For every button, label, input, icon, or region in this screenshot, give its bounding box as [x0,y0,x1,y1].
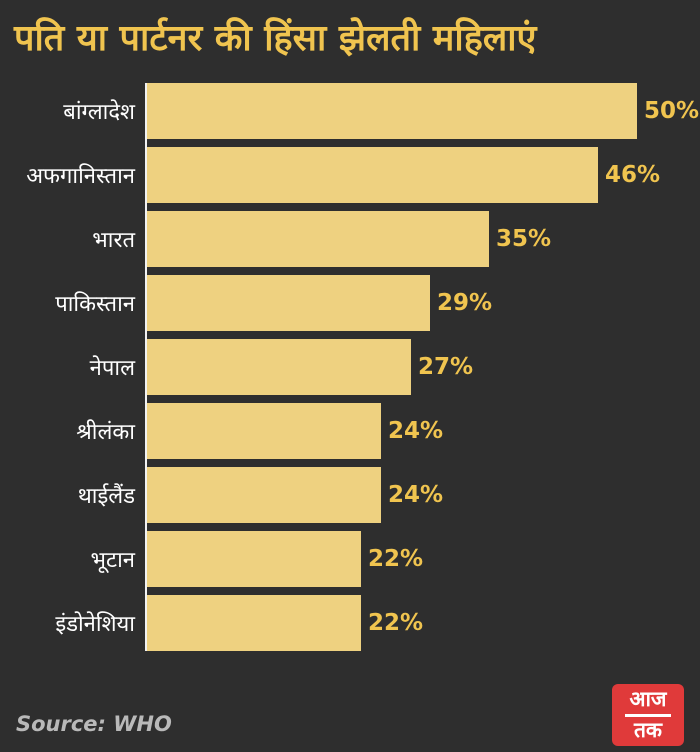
bar-rows-container: बांग्लादेश 50% अफगानिस्तान 46% भारत 35% पाकिस्… [0,82,700,651]
category-label: श्रीलंका [76,419,135,445]
bar-row: पाकिस्तान 29% [0,274,700,331]
bar [145,274,430,331]
bar [145,466,381,523]
bar-row: श्रीलंका 24% [0,402,700,459]
category-label: इंडोनेशिया [55,611,135,637]
bar-row: नेपाल 27% [0,338,700,395]
value-label: 27% [418,353,474,380]
bar [145,530,361,587]
bar [145,594,361,651]
category-label: बांग्लादेश [63,99,135,125]
bar [145,82,637,139]
bar [145,146,598,203]
bar-row: इंडोनेशिया 22% [0,594,700,651]
value-label: 35% [496,225,552,252]
logo-text-top: आज [629,687,667,712]
bar-chart: बांग्लादेश 50% अफगानिस्तान 46% भारत 35% पाकिस्… [0,82,700,651]
source-text: Source: WHO [16,712,172,736]
value-label: 24% [388,481,444,508]
logo-text-bottom: तक [633,717,663,742]
aajtak-logo: आज तक [612,684,684,746]
value-label: 22% [368,609,424,636]
y-axis-line [145,82,147,651]
bar [145,402,381,459]
category-label: नेपाल [89,355,135,381]
logo-divider [625,713,671,717]
value-label: 22% [368,545,424,572]
value-label: 24% [388,417,444,444]
category-label: अफगानिस्तान [26,163,135,189]
bar-row: भारत 35% [0,210,700,267]
bar-row: अफगानिस्तान 46% [0,146,700,203]
bar [145,338,411,395]
value-label: 46% [605,161,661,188]
bar-row: भूटान 22% [0,530,700,587]
chart-title: पति या पार्टनर की हिंसा झेलती महिलाएं [14,18,537,59]
bar [145,210,489,267]
category-label: पाकिस्तान [55,291,135,317]
bar-row: बांग्लादेश 50% [0,82,700,139]
value-label: 50% [644,97,700,124]
category-label: भारत [92,227,135,253]
bar-row: थाईलैंड 24% [0,466,700,523]
category-label: भूटान [90,547,135,573]
value-label: 29% [437,289,493,316]
category-label: थाईलैंड [77,483,135,509]
